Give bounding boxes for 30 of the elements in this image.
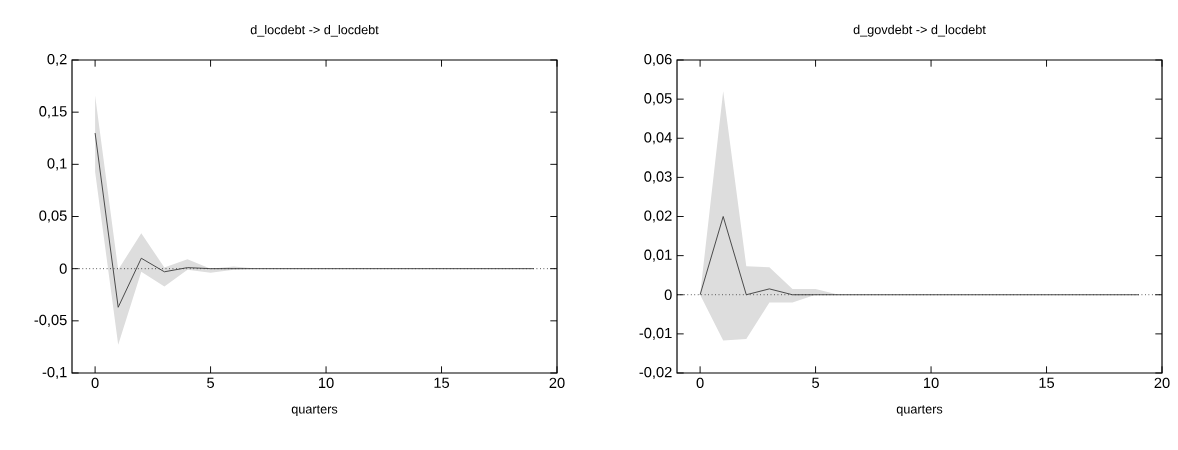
- x-tick-label: 5: [207, 377, 215, 388]
- y-tick-label: -0,1: [42, 366, 67, 380]
- y-tick-label: -0,01: [639, 327, 672, 340]
- y-tick-label: 0,03: [644, 171, 672, 184]
- y-tick-label: 0,1: [47, 158, 67, 171]
- x-tick-label: 15: [1039, 377, 1055, 388]
- y-tick-label: -0,02: [639, 366, 672, 380]
- y-tick-label: 0: [59, 263, 67, 274]
- x-tick-label: 0: [91, 377, 99, 389]
- x-tick-label: 15: [434, 377, 450, 388]
- x-tick-label: 10: [319, 377, 334, 389]
- x-tick-label: 0: [696, 377, 704, 389]
- x-tick-label: 20: [549, 377, 565, 389]
- y-tick-label: 0,05: [39, 210, 67, 223]
- chart-title: d_govdebt -> d_locdebt: [853, 24, 986, 37]
- x-tick-label: 5: [812, 377, 820, 388]
- x-tick-label: 20: [1154, 377, 1170, 389]
- chart-title: d_locdebt -> d_locdebt: [250, 24, 379, 37]
- y-tick-label: 0,06: [644, 53, 672, 67]
- y-tick-label: 0,04: [644, 132, 672, 145]
- x-tick-label: 10: [924, 377, 939, 389]
- y-tick-label: 0,05: [644, 93, 672, 106]
- y-tick-label: 0: [664, 289, 672, 300]
- y-tick-label: 0,01: [644, 249, 672, 262]
- x-axis-title: quarters: [291, 405, 338, 417]
- x-axis-title: quarters: [896, 405, 943, 417]
- y-tick-label: -0,05: [34, 314, 67, 327]
- y-tick-label: 0,2: [47, 53, 67, 67]
- y-tick-label: 0,15: [39, 106, 67, 119]
- y-tick-label: 0,02: [644, 210, 672, 223]
